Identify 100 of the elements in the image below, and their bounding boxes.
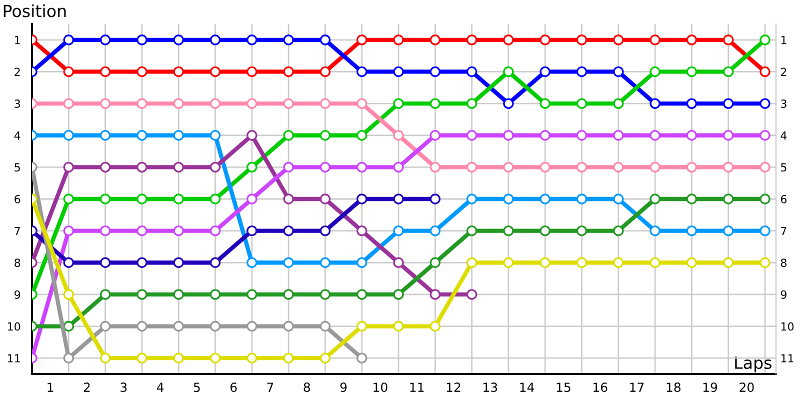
point bbox=[283, 225, 294, 236]
point bbox=[100, 194, 111, 204]
point bbox=[540, 257, 550, 268]
point bbox=[576, 225, 588, 236]
point bbox=[210, 352, 221, 364]
point bbox=[650, 225, 660, 236]
point bbox=[136, 225, 148, 236]
point bbox=[760, 194, 770, 204]
point bbox=[173, 98, 184, 109]
point bbox=[760, 98, 770, 109]
x-tick-label: 11 bbox=[410, 382, 424, 392]
point bbox=[356, 257, 368, 268]
point bbox=[283, 352, 294, 364]
point bbox=[760, 225, 770, 236]
point bbox=[320, 162, 331, 173]
y-tick-label: 10 bbox=[8, 322, 20, 331]
x-tick-label: 15 bbox=[556, 382, 570, 392]
point bbox=[320, 34, 331, 46]
point bbox=[100, 289, 111, 300]
point bbox=[356, 130, 368, 141]
y-axis-title: Position bbox=[4, 4, 66, 18]
point bbox=[136, 352, 148, 364]
point bbox=[466, 34, 478, 46]
point bbox=[136, 130, 148, 141]
point bbox=[210, 162, 221, 173]
point bbox=[540, 162, 550, 173]
point bbox=[320, 194, 331, 204]
point bbox=[100, 162, 111, 173]
point bbox=[466, 225, 478, 236]
point bbox=[393, 194, 404, 204]
y2-tick-label: 2 bbox=[780, 68, 786, 76]
point bbox=[540, 66, 550, 78]
point bbox=[576, 66, 588, 78]
point bbox=[723, 34, 734, 46]
point bbox=[540, 130, 550, 141]
y2-tick-label: 4 bbox=[780, 131, 787, 140]
point bbox=[723, 257, 734, 268]
point bbox=[283, 34, 294, 46]
point bbox=[613, 257, 624, 268]
point bbox=[576, 194, 588, 204]
point bbox=[63, 352, 74, 364]
point bbox=[210, 194, 221, 204]
y-tick-label: 1 bbox=[15, 36, 20, 44]
y2-tick-label: 11 bbox=[781, 354, 794, 362]
point bbox=[173, 320, 184, 332]
y-tick-label: 9 bbox=[14, 290, 20, 299]
point bbox=[356, 352, 368, 364]
point bbox=[173, 34, 184, 46]
point bbox=[246, 320, 258, 332]
point bbox=[356, 34, 368, 46]
point bbox=[283, 257, 294, 268]
y2-tick-label: 7 bbox=[781, 226, 786, 236]
point bbox=[723, 98, 734, 109]
point bbox=[650, 130, 660, 141]
point bbox=[686, 225, 698, 236]
point bbox=[650, 162, 660, 173]
point bbox=[356, 66, 368, 78]
x-tick-label: 2 bbox=[84, 382, 90, 392]
x-axis-title: Laps bbox=[735, 356, 772, 372]
point bbox=[320, 225, 331, 236]
point bbox=[136, 194, 148, 204]
point bbox=[356, 320, 368, 332]
point bbox=[246, 162, 258, 173]
point bbox=[393, 257, 404, 268]
point bbox=[173, 225, 184, 236]
x-tick-label: 6 bbox=[230, 382, 237, 392]
point bbox=[173, 130, 184, 141]
y-tick-label: 3 bbox=[14, 100, 20, 108]
point bbox=[576, 162, 588, 173]
point bbox=[613, 130, 624, 141]
y-tick-label: 7 bbox=[14, 226, 20, 236]
point bbox=[760, 66, 770, 78]
point bbox=[210, 130, 221, 141]
point bbox=[650, 194, 660, 204]
point bbox=[430, 225, 440, 236]
point bbox=[723, 130, 734, 141]
point bbox=[576, 98, 588, 109]
point bbox=[686, 130, 698, 141]
point bbox=[136, 257, 148, 268]
point bbox=[503, 194, 514, 204]
point bbox=[246, 289, 258, 300]
point bbox=[320, 320, 331, 332]
point bbox=[356, 194, 368, 204]
y-tick-label: 11 bbox=[8, 354, 20, 362]
point bbox=[283, 194, 294, 204]
point bbox=[246, 98, 258, 109]
point bbox=[283, 162, 294, 173]
point bbox=[136, 98, 148, 109]
point bbox=[246, 352, 258, 364]
point bbox=[63, 162, 74, 173]
point bbox=[393, 130, 404, 141]
point bbox=[246, 194, 258, 204]
x-tick-label: 20 bbox=[740, 382, 754, 392]
point bbox=[430, 34, 440, 46]
point bbox=[686, 98, 698, 109]
y-tick-label: 8 bbox=[14, 258, 20, 268]
point bbox=[100, 66, 111, 78]
x-tick-label: 8 bbox=[304, 382, 310, 392]
point bbox=[136, 34, 148, 46]
x-tick-label: 1 bbox=[48, 382, 54, 392]
